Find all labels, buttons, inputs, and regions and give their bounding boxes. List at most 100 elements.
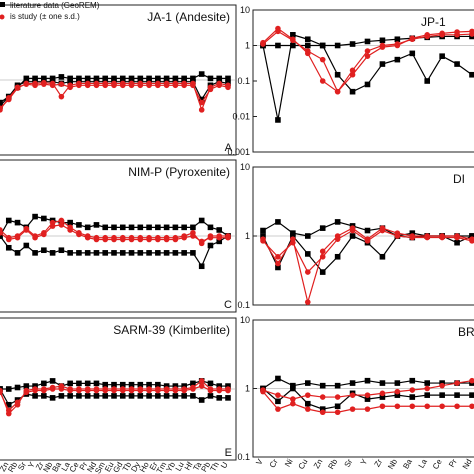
- data-point-circle: [304, 48, 311, 54]
- element-label: Y: [359, 457, 370, 467]
- element-label: Nb: [386, 457, 399, 471]
- element-label: Ba: [401, 457, 414, 470]
- y-tick-label: 0.01: [232, 112, 250, 122]
- sample-title: NIM-P (Pyroxenite): [128, 165, 230, 179]
- data-point-circle: [409, 403, 416, 410]
- data-point-square: [216, 238, 223, 245]
- data-point-square: [14, 384, 21, 391]
- data-point-square: [207, 75, 214, 82]
- data-point-square: [439, 392, 445, 398]
- element-label: Y: [26, 460, 37, 470]
- data-point-circle: [190, 82, 196, 89]
- data-point-square: [14, 250, 21, 256]
- data-point-square: [102, 250, 109, 256]
- data-point-circle: [93, 82, 100, 89]
- data-point-square: [424, 78, 431, 84]
- data-point-square: [207, 224, 214, 231]
- data-point-square: [58, 393, 65, 399]
- element-label: Zr: [34, 460, 46, 471]
- data-point-square: [454, 239, 460, 246]
- data-point-circle: [67, 84, 73, 91]
- element-label: Sm: [93, 460, 107, 474]
- data-point-circle: [76, 231, 82, 238]
- data-point-circle: [163, 387, 170, 394]
- data-point-square: [275, 398, 281, 405]
- data-point-square: [32, 213, 38, 220]
- data-point-square: [349, 380, 356, 386]
- data-point-square: [216, 383, 223, 389]
- element-label: Zn: [0, 461, 11, 474]
- legend-literature-swatch: [0, 2, 5, 7]
- element-label: U: [219, 460, 230, 470]
- data-point-circle: [439, 234, 445, 241]
- data-point-circle: [334, 88, 341, 95]
- data-point-circle: [23, 227, 30, 233]
- data-point-square: [76, 393, 82, 399]
- data-point-circle: [304, 406, 311, 412]
- series-4: [260, 227, 474, 275]
- data-point-square: [146, 381, 152, 388]
- data-point-circle: [181, 82, 187, 89]
- data-point-square: [216, 227, 223, 233]
- data-point-square: [128, 250, 135, 256]
- data-point-circle: [364, 48, 371, 54]
- data-point-square: [41, 247, 47, 254]
- data-point-square: [364, 396, 371, 402]
- data-point-square: [76, 250, 82, 256]
- data-point-circle: [469, 377, 474, 384]
- data-point-circle: [319, 253, 326, 260]
- data-point-circle: [41, 81, 47, 87]
- data-point-circle: [84, 234, 91, 241]
- element-label: Pr: [447, 457, 459, 469]
- element-label: Ni: [283, 457, 295, 468]
- data-point-circle: [216, 387, 223, 394]
- element-label: Nd: [85, 461, 98, 474]
- data-point-square: [207, 393, 214, 399]
- data-point-square: [146, 250, 152, 256]
- data-point-circle: [319, 56, 326, 63]
- sample-title: SARM-39 (Kimberlite): [113, 323, 230, 337]
- data-point-circle: [119, 82, 126, 89]
- data-point-square: [439, 53, 445, 59]
- data-point-circle: [14, 234, 21, 241]
- data-point-square: [5, 401, 12, 408]
- element-label: Ce: [431, 457, 444, 471]
- element-label: Rb: [326, 457, 339, 471]
- data-point-circle: [119, 236, 126, 243]
- data-point-square: [137, 224, 144, 231]
- series-1: [0, 71, 231, 109]
- data-point-circle: [41, 231, 47, 238]
- data-point-square: [190, 380, 196, 387]
- data-point-square: [198, 96, 205, 103]
- data-point-square: [304, 400, 311, 407]
- element-label: Cr: [268, 457, 280, 469]
- data-point-circle: [290, 37, 296, 44]
- data-point-circle: [379, 403, 386, 410]
- data-point-square: [225, 383, 231, 389]
- data-point-circle: [0, 389, 3, 396]
- data-point-circle: [198, 238, 205, 245]
- data-point-circle: [5, 94, 12, 101]
- data-point-circle: [379, 227, 386, 234]
- data-point-square: [5, 244, 12, 251]
- data-point-circle: [41, 387, 47, 394]
- data-point-square: [67, 78, 73, 85]
- data-point-circle: [364, 53, 371, 59]
- data-point-square: [454, 61, 460, 67]
- panel-c: NIM-P (Pyroxenite) C: [0, 159, 237, 313]
- data-point-circle: [319, 394, 326, 400]
- data-point-square: [334, 219, 341, 225]
- data-point-square: [137, 75, 144, 82]
- data-point-square: [379, 61, 386, 67]
- data-point-square: [49, 395, 56, 401]
- data-point-square: [84, 75, 91, 82]
- data-point-square: [137, 250, 144, 256]
- data-point-square: [319, 382, 326, 389]
- data-point-circle: [207, 234, 214, 241]
- panels-layer: JA-1 (Andesite) A0.001 0.01 0.1 1 10 JP-1 NIM-P…: [0, 4, 474, 474]
- data-point-square: [290, 233, 296, 239]
- data-point-circle: [14, 399, 21, 406]
- panel-letter: A: [225, 142, 233, 154]
- data-point-square: [454, 392, 460, 398]
- element-label: Ba: [50, 460, 63, 473]
